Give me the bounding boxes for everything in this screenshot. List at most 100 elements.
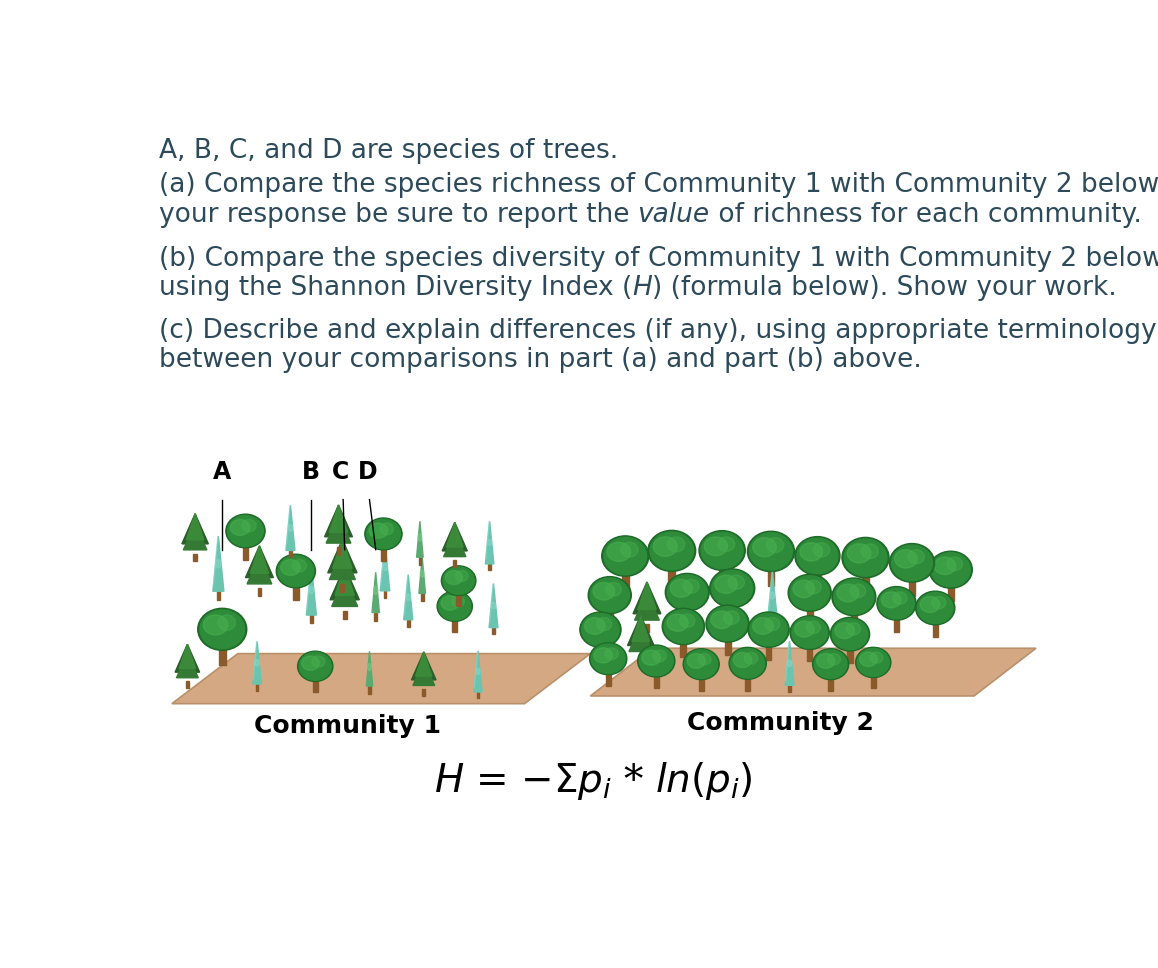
Ellipse shape — [444, 567, 475, 594]
Ellipse shape — [406, 593, 411, 600]
Polygon shape — [329, 505, 347, 532]
Bar — [217, 591, 220, 600]
Ellipse shape — [850, 584, 866, 598]
Ellipse shape — [830, 618, 870, 651]
Ellipse shape — [787, 660, 792, 667]
Ellipse shape — [309, 587, 314, 593]
Text: of richness for each community.: of richness for each community. — [710, 201, 1142, 227]
Polygon shape — [332, 539, 352, 568]
Bar — [453, 560, 456, 567]
Bar — [789, 685, 791, 692]
Bar — [730, 604, 735, 621]
Ellipse shape — [859, 652, 878, 666]
Bar — [489, 564, 491, 570]
Ellipse shape — [683, 579, 699, 593]
Ellipse shape — [699, 530, 746, 570]
Polygon shape — [489, 584, 498, 627]
Ellipse shape — [835, 622, 855, 639]
Bar — [698, 677, 704, 690]
Ellipse shape — [650, 532, 694, 570]
Bar — [337, 547, 340, 555]
Ellipse shape — [718, 537, 734, 552]
Ellipse shape — [446, 570, 462, 585]
Bar — [894, 617, 900, 632]
Text: your response be sure to report the: your response be sure to report the — [159, 201, 638, 227]
Ellipse shape — [921, 596, 939, 613]
Ellipse shape — [204, 615, 228, 635]
Text: A: A — [213, 460, 232, 484]
Bar — [639, 655, 643, 663]
Bar — [863, 573, 868, 592]
Ellipse shape — [837, 584, 859, 602]
Bar — [293, 585, 299, 600]
Polygon shape — [286, 505, 290, 546]
Ellipse shape — [797, 538, 838, 574]
Bar — [343, 611, 346, 619]
Ellipse shape — [301, 656, 320, 670]
Ellipse shape — [639, 647, 673, 676]
Text: between your comparisons in part (a) and part (b) above.: between your comparisons in part (a) and… — [159, 348, 922, 373]
Polygon shape — [252, 642, 262, 684]
Bar — [668, 567, 675, 586]
Ellipse shape — [621, 542, 638, 558]
Ellipse shape — [592, 644, 625, 674]
Polygon shape — [785, 641, 794, 685]
Ellipse shape — [892, 545, 932, 581]
Ellipse shape — [879, 588, 915, 619]
Bar — [622, 572, 629, 590]
Ellipse shape — [794, 536, 840, 575]
Ellipse shape — [420, 570, 424, 577]
Ellipse shape — [369, 523, 388, 538]
Bar — [598, 644, 603, 660]
Ellipse shape — [200, 610, 244, 649]
Ellipse shape — [947, 557, 962, 571]
Polygon shape — [327, 516, 351, 543]
Polygon shape — [286, 505, 295, 551]
Ellipse shape — [857, 649, 889, 677]
Ellipse shape — [667, 614, 688, 631]
Bar — [368, 686, 371, 694]
Ellipse shape — [581, 614, 620, 646]
Bar — [848, 648, 852, 663]
Bar — [381, 547, 386, 561]
Ellipse shape — [750, 614, 787, 646]
Polygon shape — [183, 524, 207, 550]
Polygon shape — [446, 523, 463, 547]
Ellipse shape — [724, 611, 739, 624]
Ellipse shape — [929, 551, 973, 589]
Polygon shape — [768, 572, 772, 615]
Polygon shape — [329, 551, 356, 580]
Ellipse shape — [588, 577, 631, 614]
Polygon shape — [633, 582, 661, 614]
Ellipse shape — [288, 525, 293, 531]
Ellipse shape — [218, 615, 235, 630]
Ellipse shape — [862, 544, 878, 559]
Ellipse shape — [604, 648, 618, 659]
Polygon shape — [254, 642, 257, 680]
Bar — [406, 620, 410, 626]
Ellipse shape — [596, 618, 611, 630]
Polygon shape — [404, 575, 408, 616]
Bar — [645, 624, 648, 632]
Ellipse shape — [827, 653, 841, 665]
Bar — [193, 554, 197, 561]
Ellipse shape — [790, 616, 829, 650]
Text: Community 2: Community 2 — [687, 711, 873, 736]
Bar — [456, 592, 461, 606]
Ellipse shape — [380, 523, 394, 534]
Ellipse shape — [831, 578, 875, 616]
Ellipse shape — [418, 533, 422, 541]
Ellipse shape — [687, 653, 705, 668]
Ellipse shape — [806, 621, 820, 633]
Ellipse shape — [893, 591, 907, 604]
Ellipse shape — [441, 596, 459, 610]
Bar — [420, 593, 424, 601]
Ellipse shape — [935, 557, 955, 575]
Polygon shape — [182, 514, 208, 544]
Bar — [807, 608, 813, 624]
Ellipse shape — [932, 596, 946, 609]
Ellipse shape — [816, 653, 835, 668]
Bar — [684, 607, 690, 624]
Polygon shape — [307, 565, 316, 615]
Ellipse shape — [666, 573, 709, 611]
